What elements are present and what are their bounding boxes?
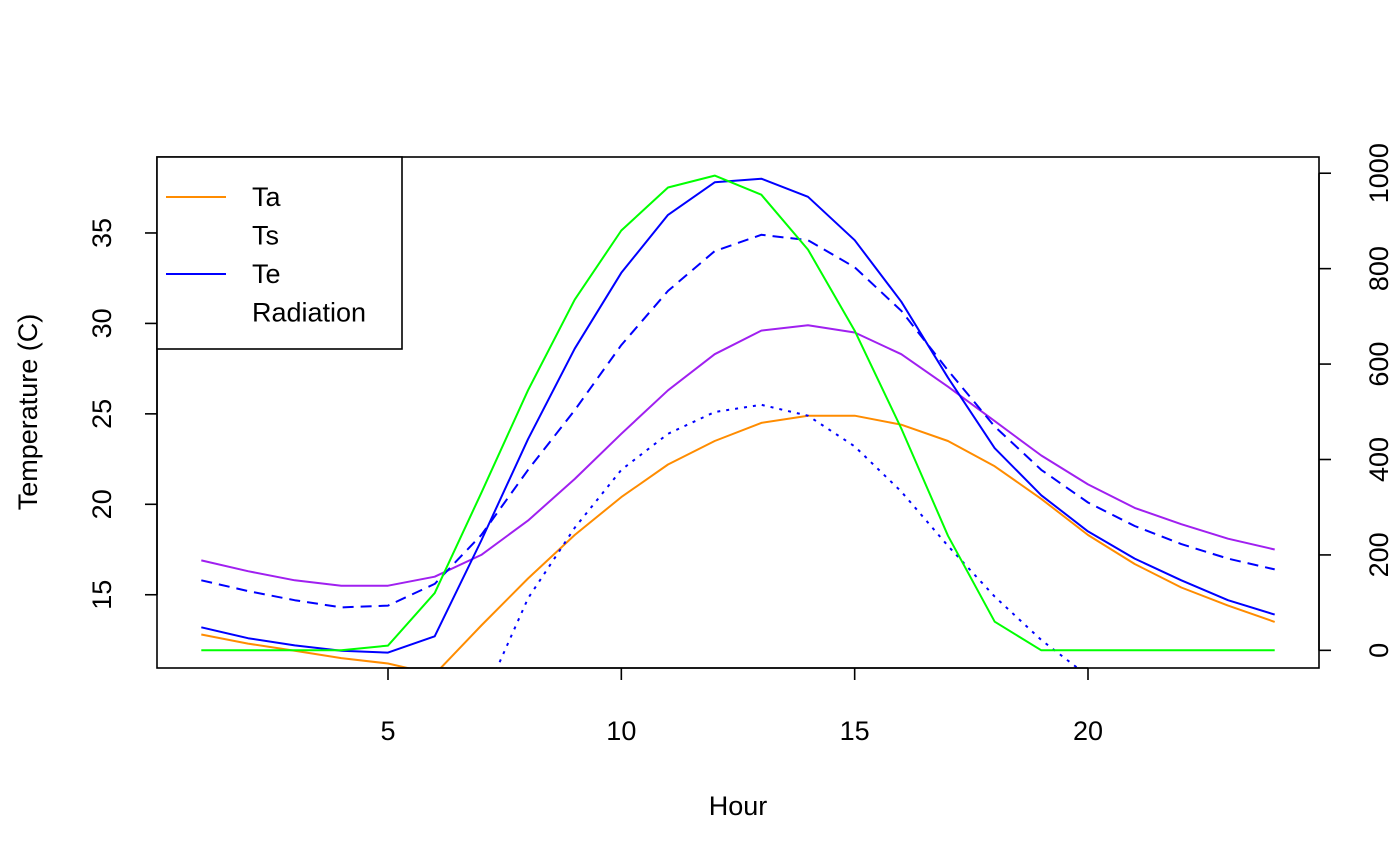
- series-line-ta-solid: [201, 414, 1276, 668]
- legend-box: [156, 156, 403, 350]
- x-axis-title: Hour: [709, 791, 768, 821]
- x-axis: 5 10 15 20: [380, 667, 1103, 746]
- y-tick-label: 25: [87, 399, 117, 429]
- x-tick-label: 15: [840, 716, 870, 746]
- y-tick-label: 20: [87, 489, 117, 519]
- series-line-te-solid: [201, 177, 1275, 654]
- series-line-unnamed-1-solid: [201, 324, 1275, 587]
- legend-label-te: Te: [252, 259, 281, 289]
- y-tick-label: 30: [87, 308, 117, 338]
- y2-tick-label: 1000: [1364, 143, 1394, 203]
- series-line-radiation-solid: [201, 174, 1275, 652]
- y-tick-label: 15: [87, 580, 117, 610]
- y2-tick-label: 800: [1364, 246, 1394, 291]
- series-layer: [201, 174, 1276, 668]
- series-line-unnamed-4-dotted: [495, 403, 1080, 668]
- x-tick-label: 10: [606, 716, 636, 746]
- y2-tick-label: 0: [1364, 643, 1394, 658]
- x-tick-label: 20: [1073, 716, 1103, 746]
- y-axis-left: 15 20 25 30 35: [87, 218, 158, 610]
- y-axis-right: 0 200 400 600 800 1000: [1318, 143, 1394, 658]
- y2-tick-label: 200: [1364, 532, 1394, 577]
- series-line-unnamed-3-dashed: [201, 233, 1275, 609]
- legend-label-radiation: Radiation: [252, 298, 366, 328]
- y-tick-label: 35: [87, 218, 117, 248]
- y2-tick-label: 600: [1364, 342, 1394, 387]
- legend-label-ta: Ta: [252, 182, 282, 212]
- y-axis-title: Temperature (C): [13, 314, 43, 511]
- y2-tick-label: 400: [1364, 437, 1394, 482]
- x-tick-label: 5: [380, 716, 395, 746]
- legend-label-ts: Ts: [252, 221, 279, 251]
- legend: Ta Ts Te Radiation: [156, 156, 403, 350]
